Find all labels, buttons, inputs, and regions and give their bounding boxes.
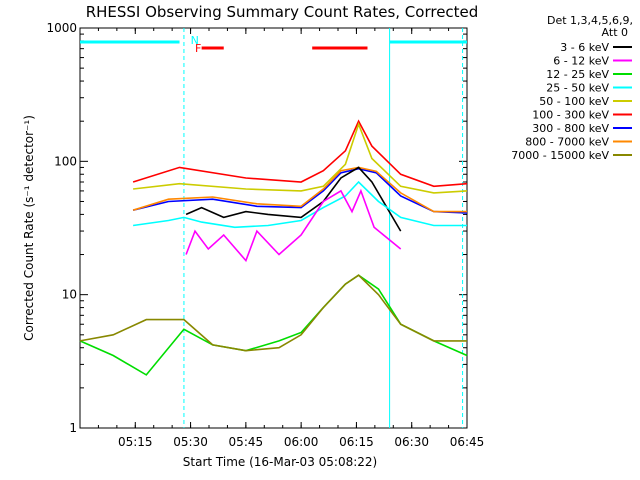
legend-label: 6 - 12 keV (553, 55, 609, 68)
x-tick-label: 05:45 (229, 435, 264, 449)
series-line-7 (185, 188, 402, 263)
y-tick-label: 100 (54, 154, 77, 168)
x-axis-label: Start Time (16-Mar-03 05:08:22) (183, 455, 377, 469)
y-tick-label: 1 (69, 421, 77, 435)
series-line-3 (132, 167, 468, 214)
flare-flag-label: F (195, 42, 201, 55)
x-tick-label: 06:45 (450, 435, 485, 449)
series-line-9 (79, 274, 467, 352)
series-line-2 (133, 121, 468, 194)
x-tick-label: 05:15 (118, 435, 153, 449)
series-line-8 (79, 274, 468, 376)
flags-layer: NF (80, 34, 467, 55)
night-flag-label: N (191, 34, 199, 47)
legend-label: 3 - 6 keV (560, 41, 609, 54)
series-line-5 (185, 166, 402, 232)
y-axis-label: Corrected Count Rate (s⁻¹ detector⁻¹) (22, 115, 36, 341)
legend-label: 7000 - 15000 keV (511, 149, 609, 162)
series-layer (79, 119, 468, 376)
x-tick-label: 06:30 (394, 435, 429, 449)
series-line-1 (132, 119, 468, 188)
series-line-6 (132, 180, 467, 229)
y-tick-label: 10 (62, 288, 77, 302)
legend-header-1: Det 1,3,4,5,6,9, (547, 14, 633, 27)
legend-label: 25 - 50 keV (546, 82, 609, 95)
axes: 05:15 05:30 05:45 06:00 06:15 06:30 06:45 1 10 10… (46, 21, 484, 449)
x-tick-label: 05:30 (173, 435, 208, 449)
series-line-4 (132, 166, 467, 213)
legend-label: 12 - 25 keV (546, 68, 609, 81)
legend-label: 300 - 800 keV (532, 122, 609, 135)
legend-label: 800 - 7000 keV (525, 136, 609, 149)
legend-label: 100 - 300 keV (532, 109, 609, 122)
plot-frame (79, 27, 468, 429)
chart-title: RHESSI Observing Summary Count Rates, Co… (86, 3, 479, 21)
x-tick-label: 06:15 (339, 435, 374, 449)
legend-label: 50 - 100 keV (539, 95, 609, 108)
saa-night-markers (183, 28, 464, 428)
x-tick-label: 06:00 (284, 435, 319, 449)
y-tick-label: 1000 (46, 21, 77, 35)
legend-header-2: Att 0 (602, 26, 628, 39)
